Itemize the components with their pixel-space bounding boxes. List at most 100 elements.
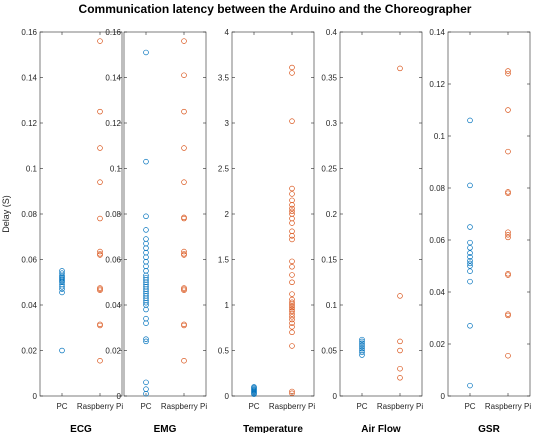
data-point-raspberry-pi xyxy=(397,375,403,381)
y-tick-label: 3 xyxy=(225,119,230,128)
y-tick-label: 0.05 xyxy=(321,346,337,355)
data-point-raspberry-pi xyxy=(97,248,103,255)
data-point-raspberry-pi xyxy=(97,357,103,364)
y-tick-label: 0.14 xyxy=(429,28,445,37)
data-point-raspberry-pi xyxy=(505,148,511,155)
y-tick-label: 0.06 xyxy=(105,255,121,264)
y-tick-label: 2.5 xyxy=(218,164,230,173)
data-point-pc xyxy=(59,270,65,276)
data-point-raspberry-pi xyxy=(289,279,295,286)
y-tick-label: 0.1 xyxy=(326,301,338,310)
data-point-pc xyxy=(467,239,473,246)
panel-ecg: 0 0.02 0.04 0.06 0.08 0.1 0.12 0.14 0.16 PC Raspbe… xyxy=(21,28,123,433)
y-tick-label: 0.1 xyxy=(110,164,122,173)
data-point-pc xyxy=(143,158,149,165)
data-point-pc xyxy=(143,320,149,326)
data-point-raspberry-pi xyxy=(181,72,187,78)
x-tick-label: PC xyxy=(140,402,151,411)
data-point-pc xyxy=(467,182,473,189)
data-point-raspberry-pi xyxy=(181,322,187,329)
data-point-raspberry-pi xyxy=(289,343,295,349)
panels-group: 0 0.02 0.04 0.06 0.08 0.1 0.1 2 0.14 0.16 PC Raspbe… xyxy=(21,28,531,433)
data-point-raspberry-pi xyxy=(505,272,511,278)
y-tick-label: 0.08 xyxy=(21,210,37,219)
x-tick-label: PC xyxy=(464,402,475,411)
data-point-pc xyxy=(59,268,65,274)
data-point-raspberry-pi xyxy=(289,236,295,243)
data-point-raspberry-pi xyxy=(97,252,103,258)
y-tick-label: 2 xyxy=(225,210,230,219)
data-point-pc xyxy=(143,245,149,251)
panel-title: ECG xyxy=(70,424,92,433)
data-point-pc xyxy=(467,117,473,124)
data-point-raspberry-pi xyxy=(505,190,511,196)
panel-air-flow: 0 0.05 0.1 0.15 0.2 0.25 0.3 0.35 0.4 PC Raspberry… xyxy=(321,28,423,433)
data-point-raspberry-pi xyxy=(289,304,295,311)
data-point-pc xyxy=(143,259,149,265)
data-point-pc xyxy=(359,344,365,350)
panel-frame xyxy=(339,31,423,397)
y-tick-label: 0.14 xyxy=(105,73,121,82)
y-tick-label: 1 xyxy=(225,301,230,310)
y-axis-label: Delay (S) xyxy=(1,195,11,233)
data-point-raspberry-pi xyxy=(289,299,295,306)
y-tick-label: 0 xyxy=(333,392,338,401)
y-tick-label: 0.08 xyxy=(105,210,121,219)
data-point-raspberry-pi xyxy=(181,248,187,255)
y-tick-label: 0 xyxy=(117,392,122,401)
data-point-raspberry-pi xyxy=(289,314,295,320)
data-point-pc xyxy=(359,340,365,346)
y-tick-label: 0.04 xyxy=(105,301,121,310)
data-point-raspberry-pi xyxy=(181,287,187,293)
data-point-raspberry-pi xyxy=(289,220,295,226)
data-point-raspberry-pi xyxy=(289,191,295,197)
data-point-raspberry-pi xyxy=(181,214,187,221)
data-point-raspberry-pi xyxy=(181,179,187,185)
data-point-pc xyxy=(467,260,473,267)
panel-title: Temperature xyxy=(243,424,303,433)
x-tick-label: Raspberry Pi xyxy=(269,402,315,411)
panel-frame xyxy=(123,31,207,397)
data-point-pc xyxy=(143,49,149,56)
y-tick-label: 0.35 xyxy=(321,73,337,82)
data-point-pc xyxy=(467,224,473,230)
data-point-pc xyxy=(143,213,149,220)
y-tick-label: 0.1 xyxy=(26,164,38,173)
data-point-raspberry-pi xyxy=(289,264,295,270)
x-tick-label: PC xyxy=(356,402,367,411)
y-tick-label: 0.02 xyxy=(105,346,121,355)
data-point-raspberry-pi xyxy=(289,301,295,307)
data-point-pc xyxy=(359,347,365,354)
data-point-raspberry-pi xyxy=(289,215,295,222)
data-point-raspberry-pi xyxy=(97,321,103,328)
data-point-raspberry-pi xyxy=(505,229,511,235)
data-point-raspberry-pi xyxy=(97,286,103,292)
x-tick-label: Raspberry Pi xyxy=(485,402,531,411)
x-tick-label: Raspberry Pi xyxy=(161,402,207,411)
data-point-pc xyxy=(143,338,149,345)
data-point-pc xyxy=(143,379,149,386)
data-point-pc xyxy=(143,263,149,270)
data-point-raspberry-pi xyxy=(289,70,295,76)
data-point-raspberry-pi xyxy=(289,311,295,317)
y-tick-label: 0.2 xyxy=(326,210,338,219)
data-point-raspberry-pi xyxy=(181,286,187,292)
panel-title: EMG xyxy=(154,424,177,433)
data-point-raspberry-pi xyxy=(181,38,187,44)
data-point-raspberry-pi xyxy=(289,388,295,395)
data-point-raspberry-pi xyxy=(289,118,295,124)
y-tick-label: 0.06 xyxy=(21,255,37,264)
data-point-pc xyxy=(359,349,365,356)
data-point-raspberry-pi xyxy=(505,70,511,77)
data-point-raspberry-pi xyxy=(289,228,295,235)
data-point-raspberry-pi xyxy=(289,308,295,315)
data-point-pc xyxy=(359,336,365,343)
x-tick-label: Raspberry Pi xyxy=(77,402,123,411)
y-tick-label: 0.16 xyxy=(21,28,37,37)
data-point-raspberry-pi xyxy=(289,329,295,336)
data-point-raspberry-pi xyxy=(397,293,403,299)
data-point-raspberry-pi xyxy=(181,321,187,328)
data-point-raspberry-pi xyxy=(289,258,295,265)
data-point-raspberry-pi xyxy=(289,64,295,71)
